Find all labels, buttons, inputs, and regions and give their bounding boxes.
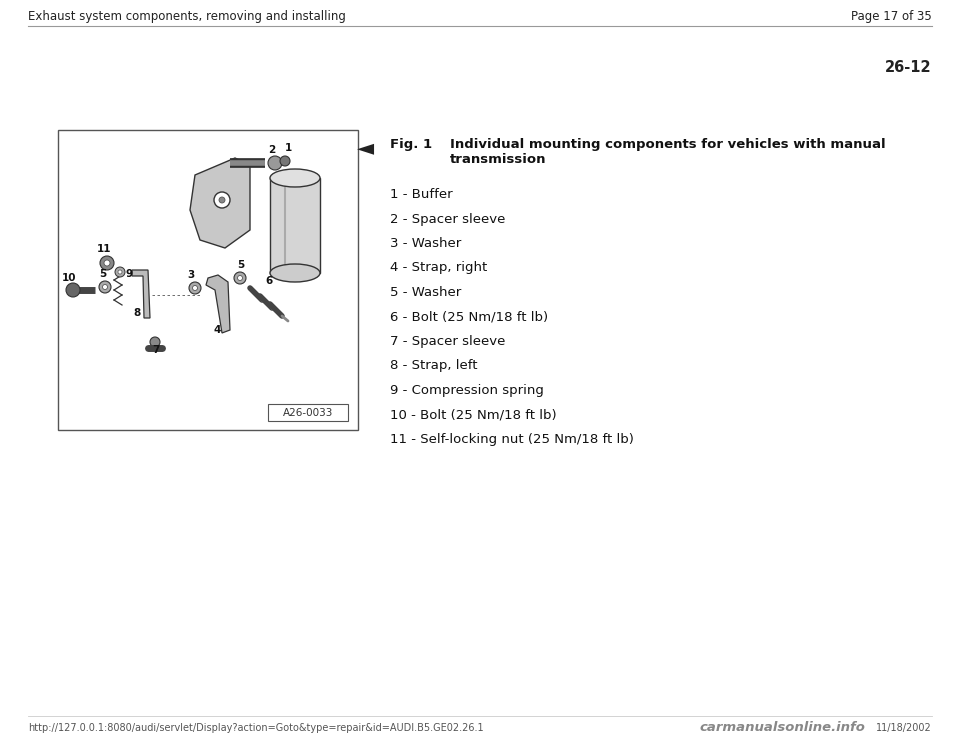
Text: 4: 4 bbox=[214, 325, 222, 335]
Text: 8 - Strap, left: 8 - Strap, left bbox=[390, 360, 477, 372]
Circle shape bbox=[193, 286, 198, 291]
Circle shape bbox=[100, 256, 114, 270]
Circle shape bbox=[219, 197, 225, 203]
Text: 4 - Strap, right: 4 - Strap, right bbox=[390, 261, 488, 275]
Text: Exhaust system components, removing and installing: Exhaust system components, removing and … bbox=[28, 10, 346, 23]
Text: 11/18/2002: 11/18/2002 bbox=[876, 723, 932, 733]
Circle shape bbox=[150, 337, 160, 347]
Text: 2: 2 bbox=[268, 145, 276, 155]
Text: 3: 3 bbox=[187, 270, 194, 280]
Text: 11: 11 bbox=[97, 244, 111, 254]
Text: 1 - Buffer: 1 - Buffer bbox=[390, 188, 452, 201]
Text: 26-12: 26-12 bbox=[885, 60, 932, 75]
Text: 7: 7 bbox=[152, 345, 159, 355]
Text: Page 17 of 35: Page 17 of 35 bbox=[852, 10, 932, 23]
Circle shape bbox=[118, 270, 122, 274]
Circle shape bbox=[234, 272, 246, 284]
Text: 10 - Bolt (25 Nm/18 ft lb): 10 - Bolt (25 Nm/18 ft lb) bbox=[390, 409, 557, 421]
Circle shape bbox=[189, 282, 201, 294]
Text: 6: 6 bbox=[265, 276, 273, 286]
Ellipse shape bbox=[270, 264, 320, 282]
Circle shape bbox=[66, 283, 80, 297]
Text: A26-0033: A26-0033 bbox=[283, 407, 333, 418]
Polygon shape bbox=[190, 158, 250, 248]
Text: 7 - Spacer sleeve: 7 - Spacer sleeve bbox=[390, 335, 505, 348]
Bar bbox=[58, 130, 358, 430]
Text: 5: 5 bbox=[237, 260, 244, 270]
Circle shape bbox=[214, 192, 230, 208]
Circle shape bbox=[237, 275, 243, 280]
Text: 9 - Compression spring: 9 - Compression spring bbox=[390, 384, 544, 397]
Text: Fig. 1: Fig. 1 bbox=[390, 138, 432, 151]
Text: 8: 8 bbox=[133, 308, 140, 318]
Circle shape bbox=[280, 156, 290, 166]
Bar bbox=[270, 178, 320, 273]
Text: carmanualsonline.info: carmanualsonline.info bbox=[700, 721, 866, 734]
Text: 2 - Spacer sleeve: 2 - Spacer sleeve bbox=[390, 212, 505, 226]
Text: 1: 1 bbox=[285, 143, 292, 153]
Text: 3 - Washer: 3 - Washer bbox=[390, 237, 461, 250]
Text: Individual mounting components for vehicles with manual: Individual mounting components for vehic… bbox=[450, 138, 886, 151]
Ellipse shape bbox=[270, 169, 320, 187]
Polygon shape bbox=[206, 275, 230, 333]
Text: 5 - Washer: 5 - Washer bbox=[390, 286, 461, 299]
Bar bbox=[268, 404, 348, 421]
Circle shape bbox=[115, 267, 125, 277]
Text: ◄: ◄ bbox=[357, 138, 374, 158]
Circle shape bbox=[268, 156, 282, 170]
Circle shape bbox=[103, 284, 108, 289]
Polygon shape bbox=[132, 270, 150, 318]
Text: 10: 10 bbox=[62, 273, 77, 283]
Text: 5: 5 bbox=[99, 269, 107, 279]
Text: 9: 9 bbox=[125, 269, 132, 279]
Text: transmission: transmission bbox=[450, 153, 546, 166]
Text: http://127.0.0.1:8080/audi/servlet/Display?action=Goto&type=repair&id=AUDI.B5.GE: http://127.0.0.1:8080/audi/servlet/Displ… bbox=[28, 723, 484, 733]
Circle shape bbox=[104, 260, 110, 266]
Text: 11 - Self-locking nut (25 Nm/18 ft lb): 11 - Self-locking nut (25 Nm/18 ft lb) bbox=[390, 433, 634, 446]
Text: 6 - Bolt (25 Nm/18 ft lb): 6 - Bolt (25 Nm/18 ft lb) bbox=[390, 310, 548, 324]
Circle shape bbox=[99, 281, 111, 293]
